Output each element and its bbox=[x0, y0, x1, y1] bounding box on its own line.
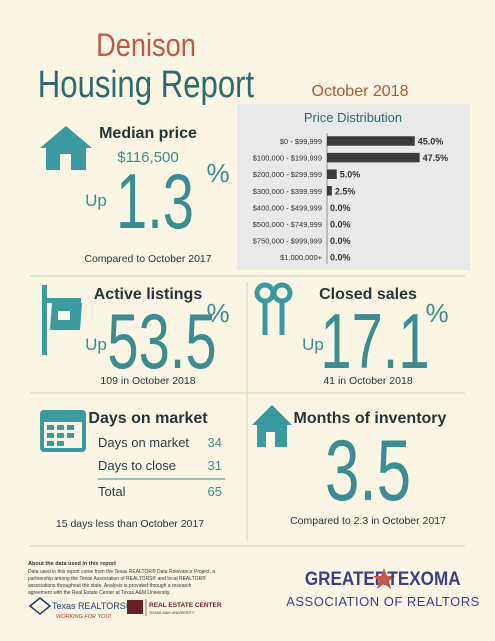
row-label: Total bbox=[98, 484, 126, 499]
sign-icon bbox=[42, 285, 82, 355]
report-date: October 2018 bbox=[312, 83, 409, 100]
value-label: 0.0% bbox=[330, 220, 351, 230]
category-label: $750,000 - $999,999 bbox=[253, 237, 322, 246]
direction: Up bbox=[85, 191, 107, 210]
unit: % bbox=[425, 298, 448, 328]
bar bbox=[327, 169, 337, 179]
city: Denison bbox=[96, 28, 196, 64]
logo-subtext: TEXAS A&M UNIVERSITY bbox=[149, 611, 195, 615]
category-label: $0 - $99,999 bbox=[280, 137, 322, 146]
keys-icon bbox=[254, 282, 293, 335]
bar bbox=[327, 186, 332, 196]
greater-texoma-logo: GREATER TEXOMA ASSOCIATION OF REALTORS bbox=[286, 565, 480, 613]
direction: Up bbox=[302, 335, 324, 354]
value-label: 2.5% bbox=[335, 186, 356, 196]
row-label: Days on market bbox=[98, 435, 189, 450]
bar bbox=[327, 136, 415, 146]
row-value: 65 bbox=[208, 484, 222, 499]
row-value: 31 bbox=[208, 458, 222, 473]
price-distribution-chart: $0 - $99,999 45.0% $100,000 - $199,999 47.5… bbox=[253, 136, 449, 263]
value-label: 0.0% bbox=[330, 253, 351, 263]
chart-panel bbox=[237, 104, 470, 270]
section-title: Median price bbox=[99, 125, 197, 142]
logo-text: GREATER bbox=[305, 568, 387, 589]
logo-tagline: WORKING FOR YOU! bbox=[56, 614, 111, 620]
section-title: Closed sales bbox=[319, 286, 417, 303]
value-label: 47.5% bbox=[423, 153, 449, 163]
category-label: $400,000 - $499,999 bbox=[253, 203, 322, 212]
value-label: 45.0% bbox=[418, 137, 444, 147]
report-title: Housing Report bbox=[38, 64, 255, 106]
footer-heading: About the data used in this report bbox=[28, 561, 116, 567]
unit: % bbox=[206, 298, 229, 328]
unit: % bbox=[206, 158, 229, 188]
house-icon bbox=[252, 405, 292, 447]
change-value: 17.1 bbox=[320, 298, 429, 385]
note: Compared to October 2017 bbox=[84, 253, 211, 265]
note: Compared to 2.3 in October 2017 bbox=[290, 515, 446, 527]
note: 15 days less than October 2017 bbox=[56, 518, 204, 530]
value-label: 0.0% bbox=[330, 236, 351, 246]
section-title: Months of inventory bbox=[294, 410, 447, 427]
direction: Up bbox=[85, 335, 107, 354]
calendar-icon bbox=[40, 410, 86, 452]
inventory-value: 3.5 bbox=[325, 422, 411, 518]
section-title: Days on market bbox=[88, 410, 208, 427]
value-label: 0.0% bbox=[330, 203, 351, 213]
star bbox=[373, 568, 395, 589]
footer-line: associations throughout the state. Analy… bbox=[28, 583, 192, 589]
category-label: $200,000 - $299,999 bbox=[253, 170, 322, 179]
note: 41 in October 2018 bbox=[323, 375, 412, 387]
logo-text: REAL ESTATE CENTER bbox=[149, 602, 222, 609]
footer-line: Data used in this report come from the T… bbox=[28, 568, 215, 575]
change-value: 53.5 bbox=[107, 298, 216, 385]
chart-title: Price Distribution bbox=[304, 110, 402, 125]
footer-line: agreement with the Real Estate Center at… bbox=[28, 590, 170, 596]
change-value: 1.3 bbox=[116, 158, 194, 245]
median-price: $116,500 bbox=[117, 149, 178, 166]
row-value: 34 bbox=[208, 435, 222, 450]
category-label: $500,000 - $749,999 bbox=[253, 220, 322, 229]
texas-realtors-logo: Texas REALTORS® WORKING FOR YOU! bbox=[28, 597, 133, 620]
logo-subtext: ASSOCIATION OF REALTORS bbox=[286, 594, 480, 609]
row-label: Days to close bbox=[98, 458, 176, 473]
category-label: $1,000,000+ bbox=[280, 253, 323, 262]
bar bbox=[327, 152, 420, 163]
logo-text: Texas REALTORS® bbox=[52, 601, 133, 611]
value-label: 5.0% bbox=[340, 170, 361, 180]
section-title: Active listings bbox=[94, 286, 203, 303]
footer-line: partnership among the Texas Association … bbox=[28, 575, 206, 582]
logo-text: TEXOMA bbox=[387, 568, 460, 589]
note: 109 in October 2018 bbox=[100, 375, 195, 387]
real-estate-center-logo: REAL ESTATE CENTER TEXAS A&M UNIVERSITY bbox=[127, 599, 222, 616]
category-label: $100,000 - $199,999 bbox=[253, 154, 322, 163]
category-label: $300,000 - $399,999 bbox=[253, 187, 322, 196]
house-icon bbox=[40, 126, 92, 170]
